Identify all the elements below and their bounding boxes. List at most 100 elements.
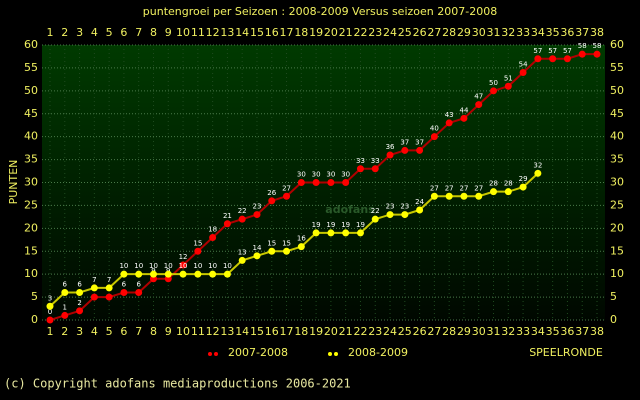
x-tick-label: 36 [560,325,574,338]
data-label: 50 [489,79,498,87]
data-label: 10 [193,262,202,270]
x-tick-label: 27 [427,26,441,39]
data-label: 2 [77,299,81,307]
x-tick-label: 38 [590,325,604,338]
point [179,261,187,269]
point [371,215,379,223]
x-tick-label: 12 [206,325,220,338]
point [238,256,246,264]
data-label: 44 [459,106,468,114]
data-label: 18 [208,226,217,234]
x-tick-label: 2 [61,325,68,338]
x-tick-label: 3 [76,325,83,338]
data-label: 30 [312,171,321,179]
data-label: 15 [282,239,291,247]
x-tick-label: 30 [472,26,486,39]
point [283,247,291,255]
x-tick-label: 22 [353,325,367,338]
data-label: 14 [253,244,262,252]
point [76,289,84,296]
y-tick-label: 35 [24,153,38,166]
data-label: 21 [223,212,232,220]
data-label: 19 [326,221,335,229]
data-label: 30 [326,171,335,179]
legend-marker [328,352,332,356]
data-label: 36 [386,143,395,151]
point [253,252,261,260]
point [76,307,84,315]
point [430,192,438,200]
x-tick-label: 33 [516,325,530,338]
point [61,311,69,319]
data-label: 10 [119,262,128,270]
data-label: 10 [208,262,217,270]
point [386,151,394,159]
data-label: 23 [386,203,395,211]
point [519,183,527,191]
y2-tick-label: 25 [610,198,624,211]
legend-marker [208,352,212,356]
x-tick-label: 37 [575,26,589,39]
y-tick-label: 60 [24,38,38,51]
point [120,289,128,296]
x-tick-label: 14 [235,325,249,338]
point [445,119,453,127]
point [46,316,54,324]
x-tick-label: 10 [176,26,190,39]
point [504,188,512,196]
x-tick-label: 19 [309,26,323,39]
point [149,270,157,278]
data-label: 27 [282,184,291,192]
x-tick-label: 17 [280,325,294,338]
x-tick-label: 34 [531,325,545,338]
x-tick-label: 16 [265,26,279,39]
point [460,114,468,122]
data-label: 47 [474,93,483,101]
y2-tick-label: 50 [610,84,624,97]
data-label: 1 [63,303,67,311]
legend-marker [334,352,338,356]
y2-tick-label: 60 [610,38,624,51]
x-tick-label: 29 [457,325,471,338]
y2-tick-label: 55 [610,61,624,74]
x-tick-label: 14 [235,26,249,39]
legend-marker [214,352,218,356]
y2-tick-label: 10 [610,267,624,280]
x-tick-label: 28 [442,325,456,338]
point [386,211,394,219]
point [90,284,98,292]
x-tick-label: 20 [324,325,338,338]
data-label: 23 [400,203,409,211]
point [283,192,291,200]
point [209,234,217,241]
x-tick-label: 21 [339,26,353,39]
point [268,197,276,205]
x-tick-label: 35 [546,325,560,338]
y-tick-label: 40 [24,130,38,143]
y-tick-label: 10 [24,267,38,280]
data-label: 6 [136,281,141,289]
data-label: 24 [415,198,424,206]
point [490,87,498,95]
data-label: 3 [48,294,52,302]
data-label: 57 [563,47,572,55]
data-label: 27 [430,184,439,192]
x-tick-label: 36 [560,26,574,39]
y2-tick-label: 40 [610,130,624,143]
x-tick-label: 35 [546,26,560,39]
x-tick-label: 11 [191,26,205,39]
data-label: 51 [504,74,513,82]
point [593,50,601,58]
x-tick-label: 1 [47,325,54,338]
data-label: 43 [445,111,454,119]
point [223,220,231,228]
x-tick-label: 29 [457,26,471,39]
x-tick-label: 3 [76,26,83,39]
x-tick-label: 18 [294,325,308,338]
footer: (c) Copyright adofans mediaproductions 2… [4,377,351,391]
x-tick-label: 6 [120,325,127,338]
data-label: 10 [134,262,143,270]
x-tick-label: 30 [472,325,486,338]
point [430,133,438,141]
point [578,50,586,58]
